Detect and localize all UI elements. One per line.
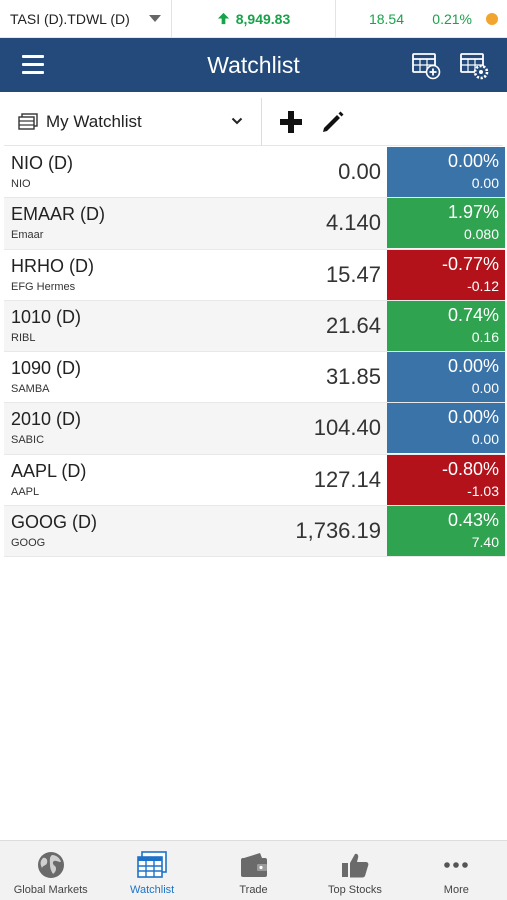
table-row[interactable]: 2010 (D) SABIC 104.40 0.00% 0.00 bbox=[4, 403, 505, 455]
bottom-navigation: Global Markets Watchlist Trade Top Stock… bbox=[0, 840, 507, 900]
row-change-box[interactable]: 0.00% 0.00 bbox=[387, 147, 505, 197]
nav-label: More bbox=[443, 884, 469, 896]
nav-global-markets[interactable]: Global Markets bbox=[0, 841, 101, 900]
row-change-value: 0.00 bbox=[471, 431, 499, 448]
nav-more[interactable]: More bbox=[406, 841, 507, 900]
watchlist-table: NIO (D) NIO 0.00 0.00% 0.00 EMAAR (D) Em… bbox=[4, 147, 505, 558]
row-symbol: GOOG (D) bbox=[11, 512, 97, 533]
row-company: Emaar bbox=[11, 229, 44, 242]
row-change-percent: 0.74% bbox=[447, 304, 499, 325]
row-change-percent: 0.00% bbox=[447, 151, 499, 171]
row-change-box[interactable]: 0.74% 0.16 bbox=[387, 300, 505, 351]
row-price: 15.47 bbox=[325, 261, 381, 287]
watchlist-settings-icon[interactable] bbox=[459, 50, 489, 80]
index-symbol: TASI (D).TDWL (D) bbox=[10, 10, 130, 27]
row-change-box[interactable]: 0.00% 0.00 bbox=[387, 352, 505, 403]
row-company: EFG Hermes bbox=[11, 280, 76, 293]
row-change-value: 0.080 bbox=[463, 226, 499, 243]
row-change-value: 7.40 bbox=[471, 534, 499, 551]
row-symbol: AAPL (D) bbox=[11, 460, 87, 481]
row-symbol: NIO (D) bbox=[11, 153, 73, 173]
add-symbol-icon[interactable] bbox=[278, 109, 304, 135]
row-change-percent: 0.00% bbox=[447, 407, 499, 428]
row-price: 0.00 bbox=[338, 159, 381, 184]
row-symbol: 2010 (D) bbox=[11, 409, 82, 430]
nav-label: Top Stocks bbox=[328, 884, 382, 896]
nav-label: Watchlist bbox=[130, 884, 175, 896]
row-symbol: HRHO (D) bbox=[11, 255, 94, 276]
nav-top-stocks[interactable]: Top Stocks bbox=[304, 841, 405, 900]
index-value: 8,949.83 bbox=[235, 10, 291, 27]
row-change-value: -1.03 bbox=[467, 482, 499, 499]
table-row[interactable]: AAPL (D) AAPL 127.14 -0.80% -1.03 bbox=[4, 454, 505, 507]
index-selector[interactable]: TASI (D).TDWL (D) bbox=[0, 0, 172, 38]
row-price: 104.40 bbox=[313, 415, 381, 441]
watchlist-dropdown[interactable]: My Watchlist bbox=[4, 97, 262, 146]
watchlist-name: My Watchlist bbox=[46, 111, 142, 131]
row-symbol: 1010 (D) bbox=[11, 306, 82, 327]
page-title: Watchlist bbox=[207, 52, 300, 78]
row-company: AAPL bbox=[11, 485, 40, 498]
row-change-percent: 0.00% bbox=[447, 356, 499, 377]
index-percent: 0.21% bbox=[432, 10, 472, 27]
table-row[interactable]: EMAAR (D) Emaar 4.140 1.97% 0.080 bbox=[4, 198, 505, 250]
more-icon bbox=[444, 862, 469, 868]
row-change-value: 0.00 bbox=[471, 175, 499, 191]
caret-down-icon bbox=[149, 14, 161, 22]
row-change-box[interactable]: 1.97% 0.080 bbox=[387, 198, 505, 249]
nav-trade[interactable]: Trade bbox=[203, 841, 304, 900]
row-company: SAMBA bbox=[11, 383, 50, 396]
watchlist-icon bbox=[137, 851, 167, 878]
hamburger-menu-icon[interactable] bbox=[22, 55, 44, 75]
row-change-box[interactable]: -0.80% -1.03 bbox=[387, 454, 505, 505]
table-row[interactable]: GOOG (D) GOOG 1,736.19 0.43% 7.40 bbox=[4, 506, 505, 558]
row-change-percent: -0.80% bbox=[441, 458, 499, 479]
index-value-group: 8,949.83 bbox=[172, 0, 336, 38]
table-row[interactable]: 1090 (D) SAMBA 31.85 0.00% 0.00 bbox=[4, 352, 505, 404]
row-price: 31.85 bbox=[325, 364, 381, 390]
table-row[interactable]: HRHO (D) EFG Hermes 15.47 -0.77% -0.12 bbox=[4, 249, 505, 301]
watchlist-toolbar: My Watchlist bbox=[4, 97, 503, 146]
row-change-box[interactable]: -0.77% -0.12 bbox=[387, 249, 505, 300]
row-company: SABIC bbox=[11, 434, 45, 447]
thumbs-up-icon bbox=[341, 853, 369, 878]
nav-watchlist[interactable]: Watchlist bbox=[101, 841, 202, 900]
row-symbol: EMAAR (D) bbox=[11, 204, 105, 225]
chevron-down-icon bbox=[231, 117, 243, 124]
globe-icon bbox=[37, 852, 64, 878]
row-change-percent: 1.97% bbox=[447, 202, 499, 223]
row-change-value: 0.00 bbox=[471, 380, 499, 397]
arrow-up-icon bbox=[217, 12, 229, 25]
row-price: 1,736.19 bbox=[295, 518, 381, 544]
market-status-dot bbox=[486, 12, 498, 25]
edit-pencil-icon[interactable] bbox=[320, 109, 346, 135]
table-row[interactable]: NIO (D) NIO 0.00 0.00% 0.00 bbox=[4, 147, 505, 199]
row-change-percent: 0.43% bbox=[447, 510, 499, 531]
app-header: Watchlist bbox=[0, 38, 507, 92]
row-change-value: -0.12 bbox=[467, 277, 499, 294]
row-change-percent: -0.77% bbox=[441, 253, 499, 274]
add-watchlist-icon[interactable] bbox=[411, 50, 441, 80]
watchlist-icon bbox=[18, 112, 38, 130]
row-price: 127.14 bbox=[313, 466, 381, 492]
wallet-icon bbox=[240, 853, 267, 877]
row-change-box[interactable]: 0.00% 0.00 bbox=[387, 403, 505, 454]
row-change-value: 0.16 bbox=[471, 328, 499, 345]
row-price: 4.140 bbox=[325, 210, 381, 236]
nav-label: Trade bbox=[239, 884, 268, 896]
index-ticker-bar: TASI (D).TDWL (D) 8,949.83 18.54 0.21% bbox=[0, 0, 507, 38]
row-company: GOOG bbox=[11, 537, 46, 550]
row-symbol: 1090 (D) bbox=[11, 358, 82, 379]
index-change: 18.54 bbox=[368, 10, 404, 27]
row-company: NIO bbox=[11, 178, 31, 190]
row-change-box[interactable]: 0.43% 7.40 bbox=[387, 506, 505, 557]
table-row[interactable]: 1010 (D) RIBL 21.64 0.74% 0.16 bbox=[4, 300, 505, 353]
nav-label: Global Markets bbox=[13, 884, 88, 896]
row-price: 21.64 bbox=[325, 312, 381, 338]
row-company: RIBL bbox=[11, 331, 36, 344]
